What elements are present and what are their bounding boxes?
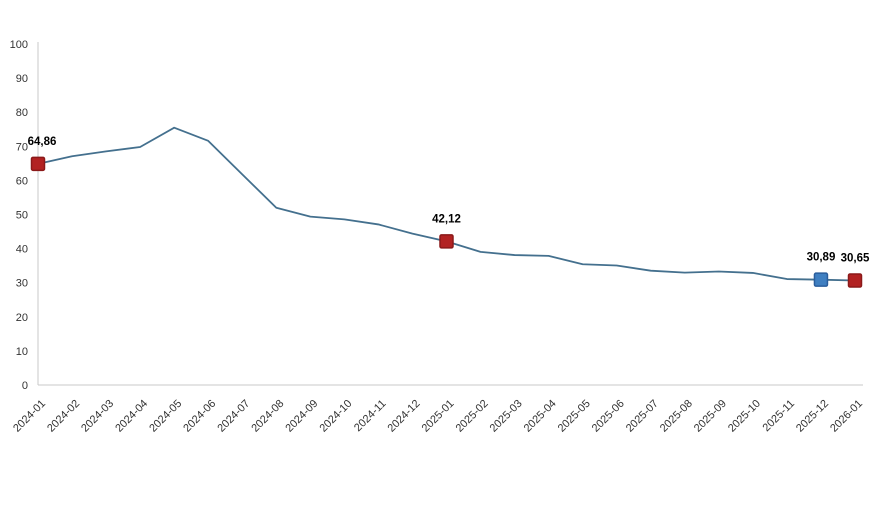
y-tick-label: 60 [16, 175, 28, 187]
x-tick-label: 2024-04 [113, 398, 150, 435]
blue-square-marker [813, 272, 829, 287]
y-tick-label: 70 [16, 141, 28, 153]
x-tick-label: 2025-07 [624, 398, 661, 435]
x-tick-label: 2025-06 [590, 398, 627, 435]
y-tick-label: 30 [16, 278, 28, 290]
y-tick-label: 90 [16, 73, 28, 85]
x-tick-label: 2024-01 [11, 398, 48, 435]
x-tick-label: 2025-10 [726, 398, 763, 435]
x-tick-label: 2025-12 [794, 398, 831, 435]
red-square-marker [439, 234, 454, 249]
x-axis-labels: 2024-012024-022024-032024-042024-052024-… [11, 398, 865, 435]
x-tick-label: 2024-12 [386, 398, 423, 435]
y-tick-label: 0 [22, 380, 28, 392]
x-tick-label: 2025-01 [420, 398, 457, 435]
red-square-marker [30, 156, 46, 172]
x-tick-label: 2024-10 [317, 398, 354, 435]
x-tick-label: 2024-07 [215, 398, 252, 435]
data-point-label: 42,12 [432, 213, 461, 225]
x-tick-label: 2024-02 [45, 398, 82, 435]
x-tick-label: 2024-03 [79, 398, 116, 435]
y-tick-label: 50 [16, 210, 28, 222]
axes [37, 42, 863, 386]
x-tick-label: 2025-03 [488, 398, 525, 435]
y-axis-labels: 0 10 20 30 40 50 60 70 80 90 100 [10, 39, 28, 392]
x-tick-label: 2024-06 [181, 398, 218, 435]
x-tick-label: 2025-09 [692, 398, 729, 435]
y-tick-label: 40 [16, 244, 28, 256]
red-square-marker [847, 273, 863, 288]
series-line [37, 126, 856, 282]
x-tick-label: 2025-05 [556, 398, 593, 435]
x-tick-label: 2024-11 [352, 398, 388, 434]
y-tick-label: 80 [16, 107, 28, 119]
x-tick-label: 2025-11 [761, 398, 797, 434]
x-tick-label: 2024-05 [147, 398, 184, 435]
data-point-label: 64,86 [28, 136, 57, 148]
data-point-label: 30,89 [807, 252, 836, 264]
x-tick-label: 2026-01 [828, 398, 865, 435]
x-tick-label: 2025-08 [658, 398, 695, 435]
data-point-label: 30,65 [841, 252, 870, 264]
y-tick-label: 10 [16, 346, 28, 358]
x-tick-label: 2025-04 [522, 398, 559, 435]
x-tick-label: 2025-02 [454, 398, 491, 435]
y-tick-label: 20 [16, 312, 28, 324]
x-tick-label: 2024-08 [249, 398, 286, 435]
highlighted-points: 64,86 42,12 30,89 30,65 [28, 136, 870, 288]
x-tick-label: 2024-09 [283, 398, 320, 435]
y-tick-label: 100 [10, 39, 28, 51]
